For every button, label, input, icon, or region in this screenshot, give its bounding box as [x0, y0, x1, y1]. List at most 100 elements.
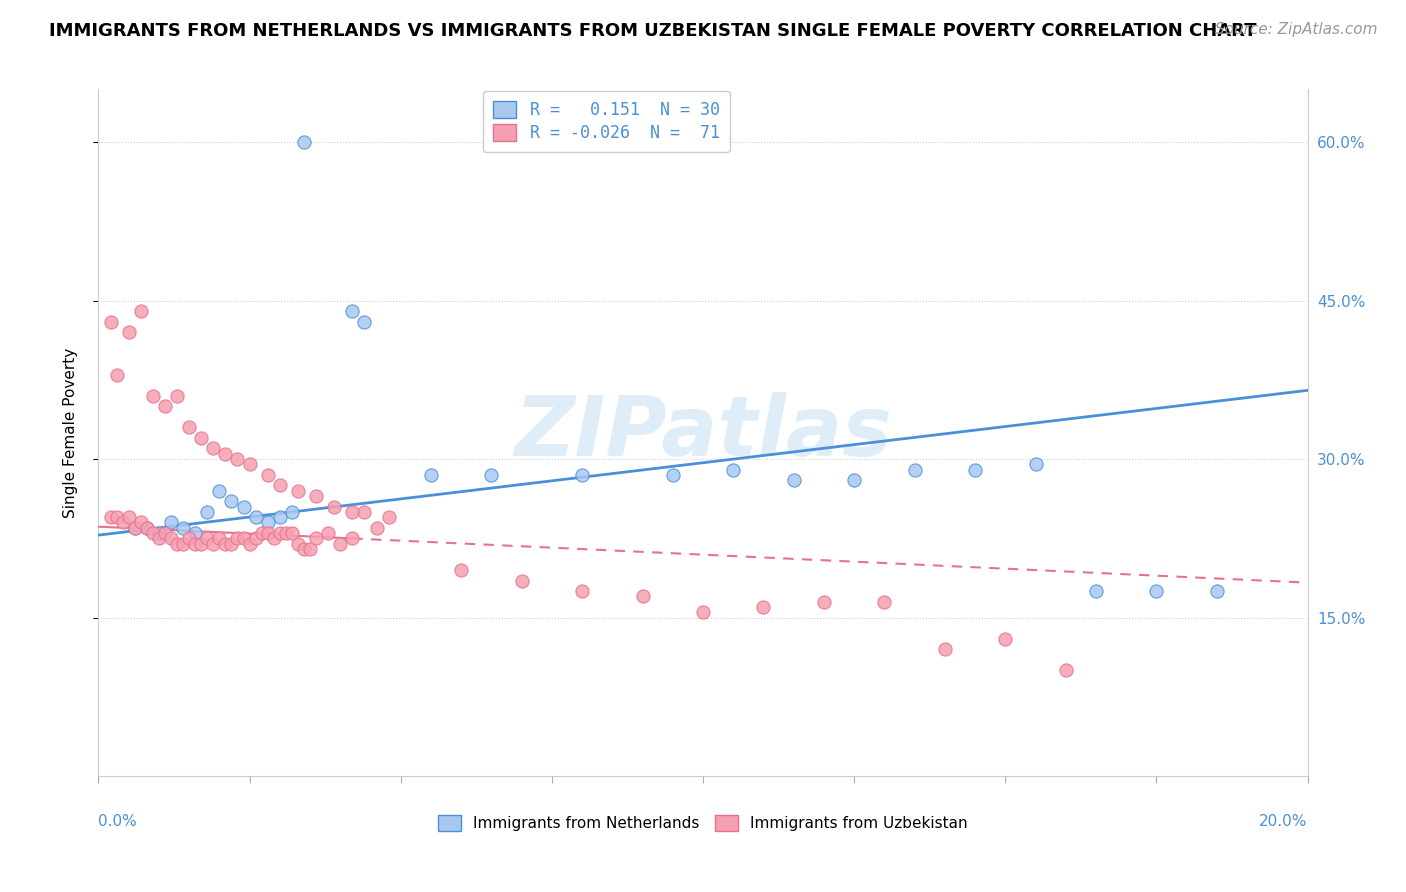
Point — [353, 505, 375, 519]
Point — [105, 510, 128, 524]
Point — [245, 531, 267, 545]
Point — [571, 584, 593, 599]
Point — [450, 563, 472, 577]
Point — [105, 368, 128, 382]
Point — [353, 315, 375, 329]
Point — [172, 521, 194, 535]
Point — [148, 531, 170, 545]
Point — [160, 531, 183, 545]
Point — [342, 304, 364, 318]
Point — [256, 516, 278, 530]
Point — [190, 536, 212, 550]
Point — [692, 605, 714, 619]
Point — [274, 526, 297, 541]
Point — [287, 483, 309, 498]
Point — [245, 510, 267, 524]
Point — [221, 536, 243, 550]
Point — [250, 526, 273, 541]
Point — [148, 526, 170, 541]
Point — [256, 526, 278, 541]
Text: 20.0%: 20.0% — [1260, 814, 1308, 829]
Point — [190, 431, 212, 445]
Point — [124, 521, 146, 535]
Point — [153, 399, 176, 413]
Point — [153, 526, 176, 541]
Point — [366, 521, 388, 535]
Point — [287, 536, 309, 550]
Point — [129, 304, 152, 318]
Point — [342, 531, 364, 545]
Point — [179, 420, 201, 434]
Point — [631, 590, 654, 604]
Point — [172, 536, 194, 550]
Text: IMMIGRANTS FROM NETHERLANDS VS IMMIGRANTS FROM UZBEKISTAN SINGLE FEMALE POVERTY : IMMIGRANTS FROM NETHERLANDS VS IMMIGRANT… — [49, 22, 1257, 40]
Point — [269, 478, 291, 492]
Point — [281, 505, 304, 519]
Point — [292, 541, 315, 556]
Point — [208, 531, 231, 545]
Point — [202, 442, 225, 456]
Point — [129, 516, 152, 530]
Point — [160, 516, 183, 530]
Point — [1024, 458, 1046, 472]
Point — [783, 473, 806, 487]
Point — [226, 452, 249, 467]
Point — [420, 467, 443, 482]
Point — [184, 526, 207, 541]
Point — [226, 531, 249, 545]
Point — [124, 521, 146, 535]
Point — [135, 521, 157, 535]
Y-axis label: Single Female Poverty: Single Female Poverty — [63, 348, 77, 517]
Point — [481, 467, 503, 482]
Point — [342, 505, 364, 519]
Point — [904, 462, 927, 476]
Point — [329, 536, 352, 550]
Point — [100, 510, 122, 524]
Point — [323, 500, 346, 514]
Point — [813, 595, 835, 609]
Point — [1054, 664, 1077, 678]
Point — [232, 531, 254, 545]
Point — [166, 389, 188, 403]
Point — [142, 389, 165, 403]
Point — [752, 599, 775, 614]
Point — [135, 521, 157, 535]
Point — [239, 536, 262, 550]
Point — [305, 531, 328, 545]
Point — [965, 462, 987, 476]
Point — [510, 574, 533, 588]
Point — [256, 467, 278, 482]
Point — [305, 489, 328, 503]
Point — [100, 315, 122, 329]
Point — [202, 536, 225, 550]
Point — [723, 462, 745, 476]
Point — [208, 483, 231, 498]
Point — [661, 467, 683, 482]
Point — [299, 541, 322, 556]
Text: ZIPatlas: ZIPatlas — [515, 392, 891, 473]
Point — [571, 467, 593, 482]
Point — [994, 632, 1017, 646]
Point — [316, 526, 339, 541]
Point — [1206, 584, 1229, 599]
Point — [195, 531, 218, 545]
Point — [118, 510, 141, 524]
Legend: Immigrants from Netherlands, Immigrants from Uzbekistan: Immigrants from Netherlands, Immigrants … — [432, 809, 974, 837]
Point — [111, 516, 134, 530]
Text: Source: ZipAtlas.com: Source: ZipAtlas.com — [1215, 22, 1378, 37]
Point — [1144, 584, 1167, 599]
Point — [214, 536, 236, 550]
Point — [195, 505, 218, 519]
Point — [269, 526, 291, 541]
Point — [934, 642, 956, 657]
Point — [221, 494, 243, 508]
Point — [292, 135, 315, 149]
Point — [844, 473, 866, 487]
Text: 0.0%: 0.0% — [98, 814, 138, 829]
Point — [377, 510, 399, 524]
Point — [269, 510, 291, 524]
Point — [281, 526, 304, 541]
Point — [1085, 584, 1108, 599]
Point — [166, 536, 188, 550]
Point — [263, 531, 285, 545]
